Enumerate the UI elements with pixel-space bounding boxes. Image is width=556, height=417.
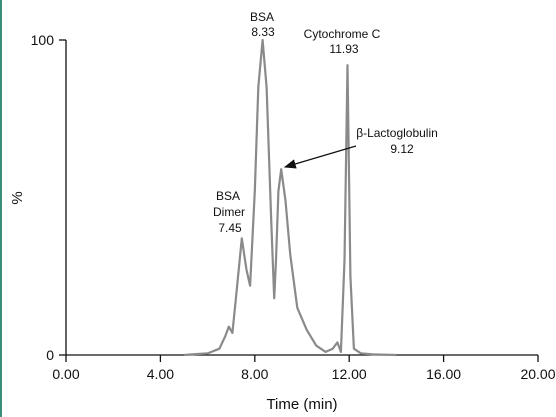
- peak-label-cytochrome-name: Cytochrome C: [304, 27, 381, 41]
- lactoglobulin-arrow: [283, 145, 357, 169]
- x-tick-label: 8.00: [241, 366, 268, 382]
- peak-label-bsa-dimer-word: Dimer: [213, 205, 245, 219]
- y-tick-label: 100: [31, 32, 55, 48]
- x-tick-label: 4.00: [147, 366, 174, 382]
- peak-label-lactoglobulin-time: 9.12: [390, 142, 414, 156]
- peak-label-bsa-dimer-name: BSA: [216, 189, 240, 203]
- x-tick-label: 16.00: [426, 366, 461, 382]
- peak-label-bsa-time: 8.33: [251, 25, 275, 39]
- peak-label-cytochrome-time: 11.93: [329, 42, 358, 56]
- y-ticks: 0 100: [31, 32, 66, 363]
- y-tick-label: 0: [46, 347, 54, 363]
- x-tick-label: 12.00: [332, 366, 367, 382]
- x-tick-label: 0.00: [52, 366, 79, 382]
- x-ticks: 0.00 4.00 8.00 12.00 16.00 20.00: [52, 355, 556, 382]
- peak-label-lactoglobulin-name: β-Lactoglobulin: [356, 126, 438, 140]
- peak-label-bsa-dimer-time: 7.45: [218, 221, 242, 235]
- y-axis-label: %: [9, 191, 26, 204]
- peak-label-bsa-name: BSA: [250, 10, 274, 24]
- x-axis-label: Time (min): [266, 396, 337, 413]
- x-tick-label: 20.00: [520, 366, 555, 382]
- chromatogram-trace: [183, 38, 397, 357]
